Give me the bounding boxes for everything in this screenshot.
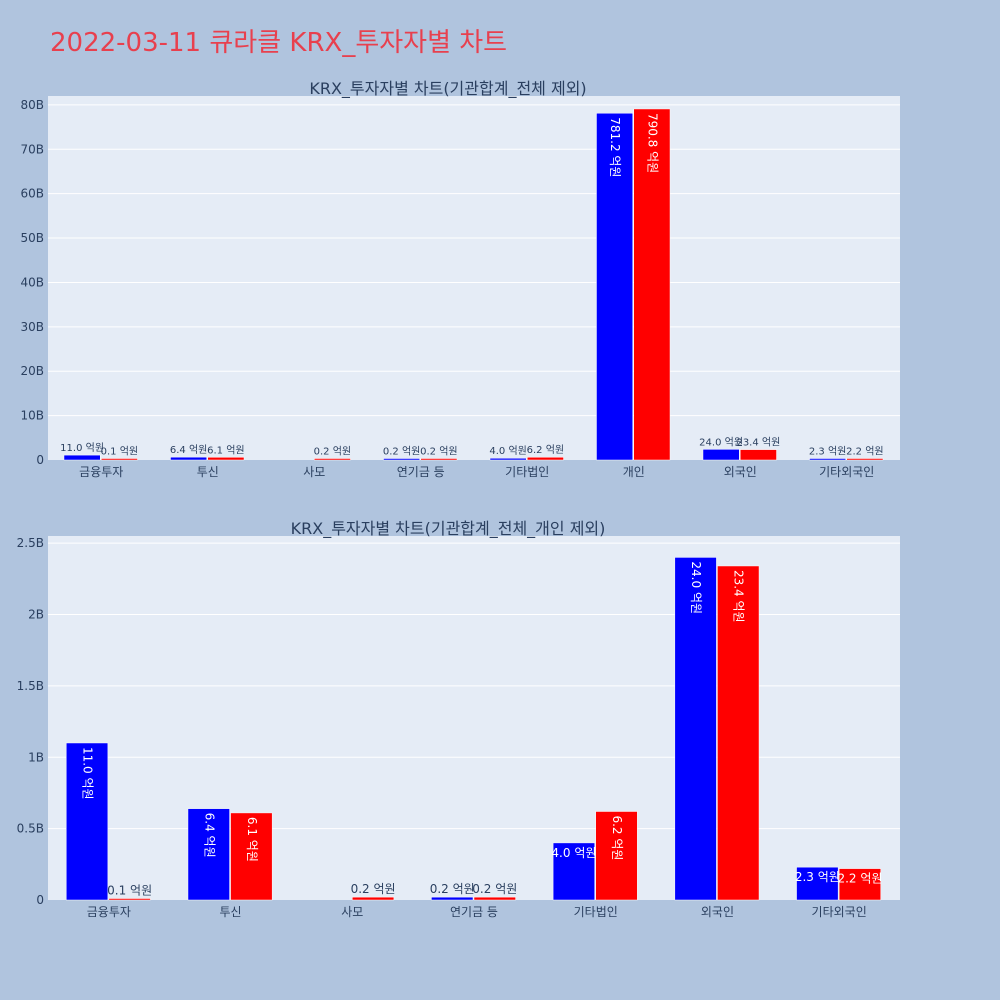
data-label: 24.0 억원	[689, 561, 703, 614]
data-label: 24.0 억원	[699, 436, 743, 448]
data-label: 0.2 억원	[430, 882, 475, 896]
y-tick-label: 60B	[20, 187, 44, 201]
data-label: 6.4 억원	[170, 444, 207, 456]
bar	[740, 449, 777, 461]
data-label: 6.1 억원	[245, 817, 259, 862]
y-tick-label: 80B	[20, 98, 44, 112]
data-label: 0.1 억원	[107, 884, 152, 898]
y-tick-label: 10B	[20, 409, 44, 423]
y-tick-label: 70B	[20, 142, 44, 156]
chart-all-investors: KRX_투자자별 차트(기관합계_전체 제외) 0 10B 20B 30B 40B 50B 6…	[20, 79, 900, 479]
bar	[101, 458, 138, 461]
y-tick-label: 0	[36, 893, 44, 907]
data-label: 2.3 억원	[809, 446, 846, 458]
bar	[796, 866, 839, 901]
bar	[420, 458, 458, 461]
x-tick-label: 연기금 등	[450, 905, 498, 919]
y-tick-label: 40B	[20, 275, 44, 289]
data-label: 4.0 억원	[489, 445, 526, 457]
data-label: 2.2 억원	[837, 872, 882, 886]
bar	[717, 565, 760, 901]
bar	[431, 896, 474, 901]
data-label: 6.2 억원	[527, 444, 564, 456]
data-label: 0.2 억원	[420, 446, 457, 458]
bar	[527, 456, 564, 461]
data-label: 6.2 억원	[610, 815, 624, 860]
x-tick-label: 기타외국인	[819, 465, 874, 479]
x-tick-label: 기타외국인	[812, 905, 867, 919]
data-label: 11.0 억원	[81, 747, 95, 800]
bar	[846, 458, 884, 461]
x-tick-label: 금융투자	[87, 905, 131, 919]
y-tick-label: 2.5B	[17, 536, 44, 550]
page-title: 2022-03-11 큐라클 KRX_투자자별 차트	[50, 28, 508, 58]
x-tick-label: 개인	[623, 465, 645, 479]
x-tick-label: 투신	[220, 905, 242, 919]
data-label: 23.4 억원	[732, 570, 746, 623]
x-tick-label: 사모	[341, 905, 363, 919]
data-label: 790.8 억원	[645, 113, 659, 173]
data-label: 6.1 억원	[207, 444, 244, 456]
data-label: 781.2 억원	[608, 117, 622, 177]
data-label: 0.1 억원	[101, 446, 138, 458]
data-label: 4.0 억원	[551, 846, 596, 860]
bar	[383, 458, 421, 461]
plot-area	[48, 96, 900, 460]
bar	[230, 812, 273, 901]
data-label: 0.2 억원	[472, 882, 517, 896]
chart-title: KRX_투자자별 차트(기관합계_전체_개인 제외)	[291, 519, 606, 539]
bar	[702, 449, 740, 461]
y-tick-label: 0.5B	[17, 822, 44, 836]
bar	[314, 458, 351, 461]
bar	[838, 868, 881, 901]
x-tick-label: 외국인	[724, 465, 757, 479]
x-tick-label: 투신	[197, 465, 219, 479]
bar	[809, 458, 846, 461]
bar	[489, 457, 527, 461]
y-tick-label: 30B	[20, 320, 44, 334]
bar	[595, 811, 638, 901]
y-tick-label: 20B	[20, 364, 44, 378]
bar	[596, 112, 633, 461]
x-tick-label: 금융투자	[79, 465, 123, 479]
bar	[552, 842, 595, 901]
chart-title: KRX_투자자별 차트(기관합계_전체 제외)	[309, 79, 586, 99]
y-tick-label: 50B	[20, 231, 44, 245]
bar	[108, 898, 151, 901]
bar	[66, 742, 109, 901]
bar	[352, 896, 395, 901]
bar	[63, 454, 101, 461]
data-label: 0.2 억원	[351, 882, 396, 896]
bar	[633, 108, 671, 461]
data-label: 2.2 억원	[846, 446, 883, 458]
data-label: 23.4 억원	[736, 437, 780, 449]
x-tick-label: 기타법인	[574, 905, 618, 919]
data-label: 0.2 억원	[314, 446, 351, 458]
data-label: 11.0 억원	[60, 442, 104, 454]
bar	[207, 457, 245, 461]
x-tick-label: 외국인	[701, 905, 734, 919]
bar	[473, 896, 516, 901]
chart-excluding-individuals: KRX_투자자별 차트(기관합계_전체_개인 제외) 0 0.5B 1B 1.5B 2B 2…	[17, 519, 900, 919]
y-tick-label: 2B	[28, 608, 44, 622]
plot-area	[48, 536, 900, 900]
y-tick-label: 1.5B	[17, 679, 44, 693]
y-tick-label: 0	[36, 453, 44, 467]
bar	[674, 557, 717, 901]
data-label: 2.3 억원	[795, 870, 840, 884]
y-tick-label: 1B	[28, 750, 44, 764]
x-tick-label: 기타법인	[505, 465, 549, 479]
bar	[170, 456, 208, 461]
bar	[187, 808, 230, 901]
data-label: 0.2 억원	[383, 446, 420, 458]
x-tick-label: 사모	[303, 465, 325, 479]
x-tick-label: 연기금 등	[397, 465, 445, 479]
data-label: 6.4 억원	[202, 813, 216, 858]
